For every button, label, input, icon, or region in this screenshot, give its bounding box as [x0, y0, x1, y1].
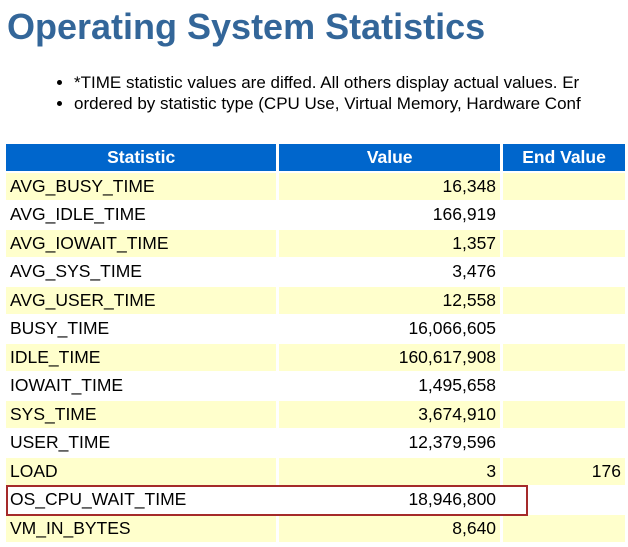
table-row: AVG_USER_TIME 12,558 [6, 287, 625, 314]
end-value-cell [503, 315, 625, 342]
value-cell: 16,348 [279, 173, 501, 200]
value-cell: 12,558 [279, 287, 501, 314]
end-value-cell [503, 344, 625, 371]
value-cell: 12,379,596 [279, 429, 501, 456]
end-value-cell [503, 401, 625, 428]
value-cell: 166,919 [279, 201, 501, 228]
table-row: AVG_IOWAIT_TIME 1,357 [6, 230, 625, 257]
column-header-statistic: Statistic [6, 144, 277, 171]
table-row: USER_TIME 12,379,596 [6, 429, 625, 456]
end-value-cell [503, 429, 625, 456]
statistic-cell: AVG_IOWAIT_TIME [6, 230, 277, 257]
end-value-cell [503, 486, 625, 513]
statistic-cell: OS_CPU_WAIT_TIME [6, 486, 277, 513]
statistic-cell: BUSY_TIME [6, 315, 277, 342]
table-row: IDLE_TIME 160,617,908 [6, 344, 625, 371]
end-value-cell [503, 287, 625, 314]
table-row: AVG_BUSY_TIME 16,348 [6, 173, 625, 200]
value-cell: 3,674,910 [279, 401, 501, 428]
note-item: ordered by statistic type (CPU Use, Virt… [74, 93, 581, 114]
value-cell: 160,617,908 [279, 344, 501, 371]
statistic-cell: AVG_BUSY_TIME [6, 173, 277, 200]
table-row: IOWAIT_TIME 1,495,658 [6, 372, 625, 399]
statistic-cell: USER_TIME [6, 429, 277, 456]
table-row: LOAD 3 176 [6, 458, 625, 485]
value-cell: 18,946,800 [279, 486, 501, 513]
statistic-cell: SYS_TIME [6, 401, 277, 428]
value-cell: 3,476 [279, 258, 501, 285]
table-row: VM_IN_BYTES 8,640 [6, 515, 625, 542]
page-title: Operating System Statistics [7, 6, 486, 47]
end-value-cell [503, 515, 625, 542]
value-cell: 16,066,605 [279, 315, 501, 342]
statistic-cell: LOAD [6, 458, 277, 485]
end-value-cell [503, 372, 625, 399]
value-cell: 3 [279, 458, 501, 485]
column-header-value: Value [279, 144, 501, 171]
value-cell: 8,640 [279, 515, 501, 542]
os-statistics-table: Statistic Value End Value AVG_BUSY_TIME 1… [3, 142, 628, 544]
end-value-cell [503, 201, 625, 228]
end-value-cell: 176 [503, 458, 625, 485]
statistic-cell: AVG_USER_TIME [6, 287, 277, 314]
statistic-cell: VM_IN_BYTES [6, 515, 277, 542]
note-item: *TIME statistic values are diffed. All o… [74, 72, 581, 93]
value-cell: 1,357 [279, 230, 501, 257]
end-value-cell [503, 258, 625, 285]
statistic-cell: IOWAIT_TIME [6, 372, 277, 399]
end-value-cell [503, 230, 625, 257]
table-row: AVG_IDLE_TIME 166,919 [6, 201, 625, 228]
table-row: BUSY_TIME 16,066,605 [6, 315, 625, 342]
statistic-cell: AVG_SYS_TIME [6, 258, 277, 285]
table-row: OS_CPU_WAIT_TIME 18,946,800 [6, 486, 625, 513]
end-value-cell [503, 173, 625, 200]
column-header-end-value: End Value [503, 144, 625, 171]
table-row: AVG_SYS_TIME 3,476 [6, 258, 625, 285]
value-cell: 1,495,658 [279, 372, 501, 399]
statistic-cell: AVG_IDLE_TIME [6, 201, 277, 228]
table-row: SYS_TIME 3,674,910 [6, 401, 625, 428]
statistic-cell: IDLE_TIME [6, 344, 277, 371]
notes-list: *TIME statistic values are diffed. All o… [52, 72, 581, 114]
